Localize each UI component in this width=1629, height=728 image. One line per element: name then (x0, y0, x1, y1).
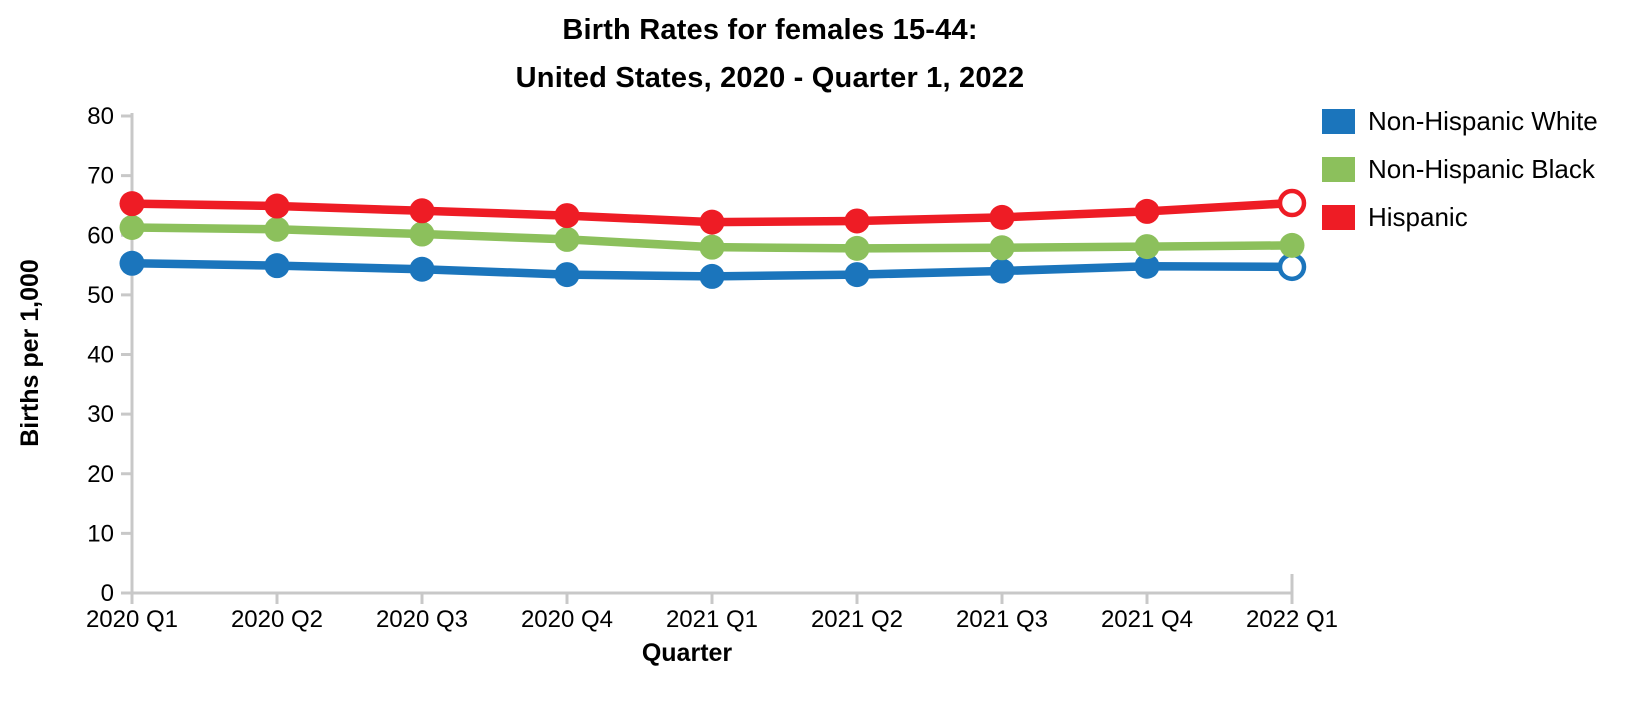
data-point-marker-open (1277, 252, 1307, 282)
data-point-marker (989, 204, 1015, 230)
data-point-marker (989, 258, 1015, 284)
legend-swatch (1322, 205, 1355, 230)
legend-item: Non-Hispanic White (1322, 106, 1598, 137)
x-tick-label: 2020 Q2 (231, 606, 323, 633)
chart-title-line2: United States, 2020 - Quarter 1, 2022 (515, 62, 1025, 94)
data-point-marker (1134, 253, 1160, 279)
x-tick-label: 2022 Q1 (1246, 606, 1338, 633)
y-axis-label: Births per 1,000 (16, 259, 44, 447)
data-point-marker (1134, 234, 1160, 260)
legend-item: Non-Hispanic Black (1322, 154, 1598, 185)
legend: Non-Hispanic White Non-Hispanic Black Hisp… (1322, 106, 1598, 233)
y-tick-label: 70 (87, 163, 114, 190)
data-point-marker (264, 253, 290, 279)
data-point-marker (554, 203, 580, 229)
chart-title-line1: Birth Rates for females 15-44: (562, 14, 978, 46)
chart-title: Birth Rates for females 15-44: United St… (70, 6, 1470, 102)
data-point-marker (409, 221, 435, 247)
x-tick-label: 2020 Q1 (86, 606, 178, 633)
data-point-marker (264, 216, 290, 242)
y-tick-label: 10 (87, 520, 114, 547)
legend-label: Non-Hispanic Black (1368, 154, 1595, 184)
data-point-marker (989, 235, 1015, 261)
x-tick-label: 2021 Q2 (811, 606, 903, 633)
data-point-marker (119, 250, 145, 276)
data-point-marker (119, 191, 145, 217)
x-tick-label: 2020 Q4 (521, 606, 613, 633)
data-point-marker (844, 235, 870, 261)
data-point-marker (699, 263, 725, 289)
data-point-marker (844, 208, 870, 234)
series-group (119, 188, 1307, 289)
x-tick-label: 2021 Q3 (956, 606, 1048, 633)
y-tick-label: 40 (87, 342, 114, 369)
data-point-marker (119, 214, 145, 240)
x-axis-label: Quarter (642, 639, 733, 667)
x-tick-label: 2021 Q4 (1101, 606, 1193, 633)
x-tick-label: 2021 Q1 (666, 606, 758, 633)
axes-group: 0 10 20 30 40 50 60 70 80 2020 Q1 2020 Q2 2020 Q3 20… (86, 103, 1338, 633)
data-point-marker (1134, 198, 1160, 224)
data-point-marker (1279, 232, 1305, 258)
legend-swatch (1322, 109, 1355, 134)
y-tick-label: 30 (87, 401, 114, 428)
y-tick-label: 80 (87, 103, 114, 130)
data-point-marker (409, 198, 435, 224)
legend-item: Hispanic (1322, 202, 1598, 233)
y-tick-label: 20 (87, 461, 114, 488)
data-point-marker (699, 234, 725, 260)
data-point-marker (409, 256, 435, 282)
legend-label: Non-Hispanic White (1368, 106, 1598, 136)
x-tick-label: 2020 Q3 (376, 606, 468, 633)
data-point-marker (554, 262, 580, 288)
data-point-marker (699, 209, 725, 235)
legend-swatch (1322, 157, 1355, 182)
y-tick-label: 0 (101, 580, 114, 607)
data-point-marker (844, 262, 870, 288)
legend-label: Hispanic (1368, 202, 1468, 232)
data-point-marker-open (1277, 188, 1307, 218)
y-tick-label: 50 (87, 282, 114, 309)
data-point-marker (554, 226, 580, 252)
data-point-marker (264, 193, 290, 219)
y-tick-label: 60 (87, 222, 114, 249)
